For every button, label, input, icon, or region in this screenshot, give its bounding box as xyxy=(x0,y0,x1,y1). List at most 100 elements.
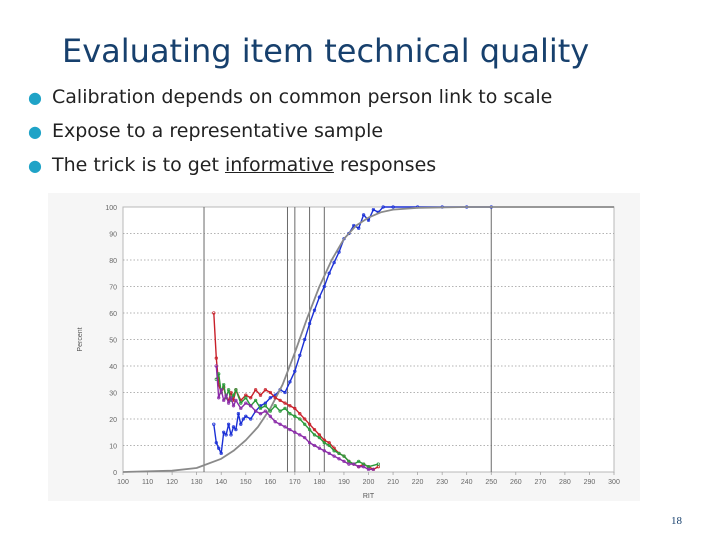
data-point-purple xyxy=(234,398,238,403)
data-point-red xyxy=(273,396,277,400)
x-tick-label: 100 xyxy=(117,479,129,486)
data-point-red xyxy=(293,406,297,411)
data-point-purple xyxy=(332,454,336,458)
data-point-purple xyxy=(239,406,243,411)
x-tick-label: 280 xyxy=(559,479,571,486)
data-point-blue xyxy=(234,427,238,432)
data-point-purple xyxy=(352,462,356,466)
page-number: 18 xyxy=(671,515,682,527)
data-point-green xyxy=(288,412,292,416)
data-point-blue xyxy=(391,205,395,209)
data-point-blue xyxy=(283,390,287,395)
data-point-purple xyxy=(347,462,351,466)
y-tick-label: 0 xyxy=(113,470,117,477)
data-point-green xyxy=(317,435,322,440)
data-point-purple xyxy=(283,425,287,429)
data-point-blue xyxy=(288,380,292,384)
data-point-purple xyxy=(229,396,233,400)
x-tick-label: 270 xyxy=(535,479,547,486)
data-point-purple xyxy=(357,465,361,469)
bullet-text-underlined: informative xyxy=(224,154,334,176)
data-point-blue xyxy=(317,295,322,299)
data-point-green xyxy=(307,427,312,432)
data-point-purple xyxy=(214,364,218,368)
data-point-purple xyxy=(342,459,346,464)
data-point-purple xyxy=(244,401,248,405)
data-point-green xyxy=(322,441,326,445)
x-tick-label: 110 xyxy=(142,479,153,486)
y-tick-label: 70 xyxy=(109,285,117,292)
data-point-green xyxy=(332,449,336,453)
data-point-green xyxy=(268,409,272,413)
x-tick-label: 190 xyxy=(338,479,350,486)
data-point-red xyxy=(249,396,253,400)
bullet-list: ● Calibration depends on common person li… xyxy=(28,84,552,186)
bullet-text: Calibration depends on common person lin… xyxy=(52,86,553,108)
chart-panel: 0 10 20 30 40 50 60 70 80 90 100 100 110 120 130 140 150… xyxy=(48,193,640,501)
data-point-red xyxy=(312,427,317,432)
y-tick-label: 10 xyxy=(109,444,117,451)
data-point-purple xyxy=(361,465,366,469)
data-point-green xyxy=(337,451,341,456)
x-tick-label: 210 xyxy=(387,479,399,486)
series-line-gray xyxy=(122,206,614,473)
x-tick-label: 300 xyxy=(608,479,620,486)
data-point-purple xyxy=(303,435,307,440)
y-tick-label: 100 xyxy=(105,205,117,212)
data-point-purple xyxy=(219,388,223,392)
data-point-green xyxy=(231,393,236,397)
data-point-green xyxy=(298,417,302,421)
data-point-green xyxy=(293,414,297,418)
x-tick-label: 150 xyxy=(240,479,252,486)
series-line-green xyxy=(215,373,379,468)
bullet-dot-icon: ● xyxy=(28,156,42,175)
series-line-purple xyxy=(215,365,374,471)
slide-title: Evaluating item technical quality xyxy=(62,32,590,70)
data-point-red xyxy=(268,390,272,395)
data-point-purple xyxy=(327,451,331,456)
y-tick-label: 80 xyxy=(109,258,117,265)
data-point-red xyxy=(258,393,263,397)
data-point-purple xyxy=(371,467,376,472)
data-point-green xyxy=(303,422,307,426)
data-point-blue xyxy=(332,260,336,265)
data-point-green xyxy=(222,382,226,387)
data-point-purple xyxy=(317,446,322,450)
data-point-blue xyxy=(239,422,243,426)
data-point-blue xyxy=(249,417,253,421)
data-point-blue xyxy=(322,284,326,289)
x-tick-label: 180 xyxy=(314,479,326,486)
data-point-blue xyxy=(231,425,236,429)
x-tick-label: 230 xyxy=(436,479,448,486)
data-point-red xyxy=(253,388,258,392)
data-point-purple xyxy=(322,449,326,453)
x-tick-label: 290 xyxy=(584,479,596,486)
data-point-blue xyxy=(303,337,307,342)
data-point-purple xyxy=(293,430,297,434)
data-point-red xyxy=(278,398,282,403)
data-point-blue xyxy=(217,446,221,450)
y-tick-label: 90 xyxy=(109,232,117,239)
bullet-text-after: responses xyxy=(333,154,437,176)
x-tick-label: 170 xyxy=(289,479,301,486)
data-point-blue xyxy=(241,417,245,421)
data-point-purple xyxy=(217,396,221,400)
data-point-green xyxy=(342,454,346,458)
data-point-purple xyxy=(258,412,263,416)
data-point-purple xyxy=(278,422,282,426)
data-point-blue xyxy=(244,414,248,418)
data-point-blue xyxy=(307,321,312,326)
data-point-green xyxy=(226,388,231,392)
data-point-purple xyxy=(231,404,236,408)
data-point-purple xyxy=(263,409,268,413)
bullet-text: Expose to a representative sample xyxy=(52,120,384,142)
data-point-purple xyxy=(224,393,228,397)
bullet-text-before: The trick is to get xyxy=(52,154,225,176)
data-point-red xyxy=(303,417,307,421)
data-point-red xyxy=(214,356,218,360)
x-tick-label: 160 xyxy=(264,479,276,486)
data-point-green xyxy=(327,443,331,448)
data-point-blue xyxy=(327,271,331,275)
x-tick-label: 220 xyxy=(412,479,424,486)
item-response-chart: 0 10 20 30 40 50 60 70 80 90 100 100 110 120 130 140 150… xyxy=(77,205,620,500)
